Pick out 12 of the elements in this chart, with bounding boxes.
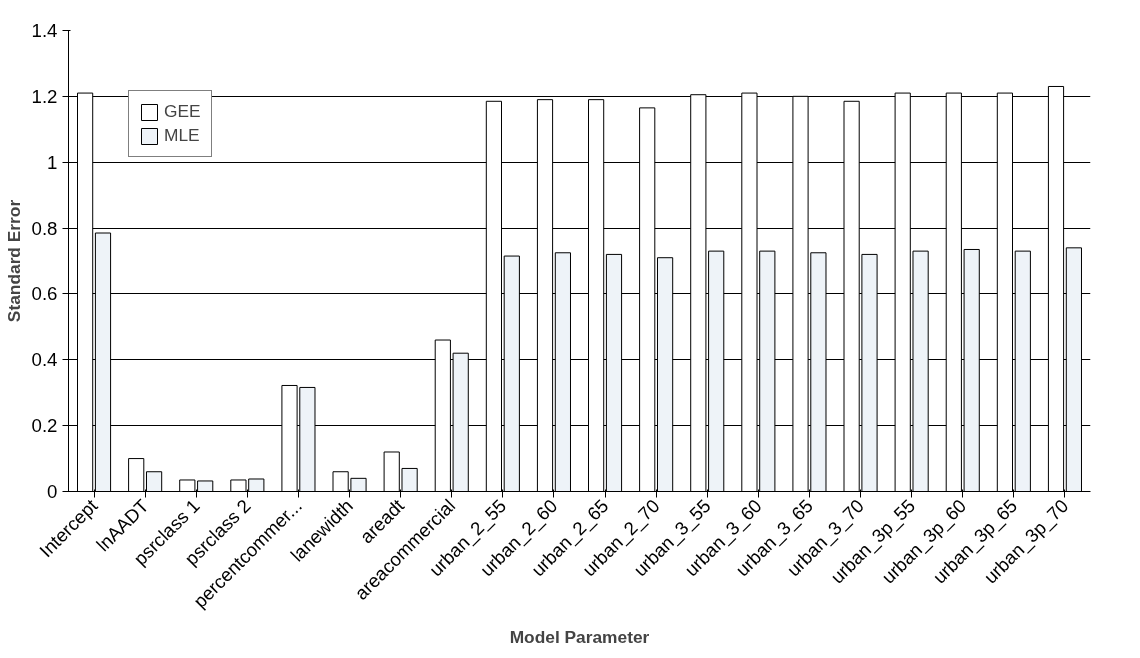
y-tick-label: 0.4 <box>31 349 58 371</box>
y-axis-title: Standard Error <box>3 199 24 323</box>
legend-label: MLE <box>164 125 200 146</box>
y-tick-label: 0.8 <box>31 217 58 239</box>
x-axis-title: Model Parameter <box>509 627 650 648</box>
y-tick-label: 1.4 <box>31 20 58 41</box>
legend-label: GEE <box>164 101 201 122</box>
y-tick-label: 0.2 <box>31 415 58 437</box>
y-tick-label: 1 <box>47 151 58 173</box>
y-tick-label: 0.6 <box>31 283 58 305</box>
y-tick-label: 0 <box>47 481 58 502</box>
y-tick-label: 1.2 <box>31 85 58 107</box>
